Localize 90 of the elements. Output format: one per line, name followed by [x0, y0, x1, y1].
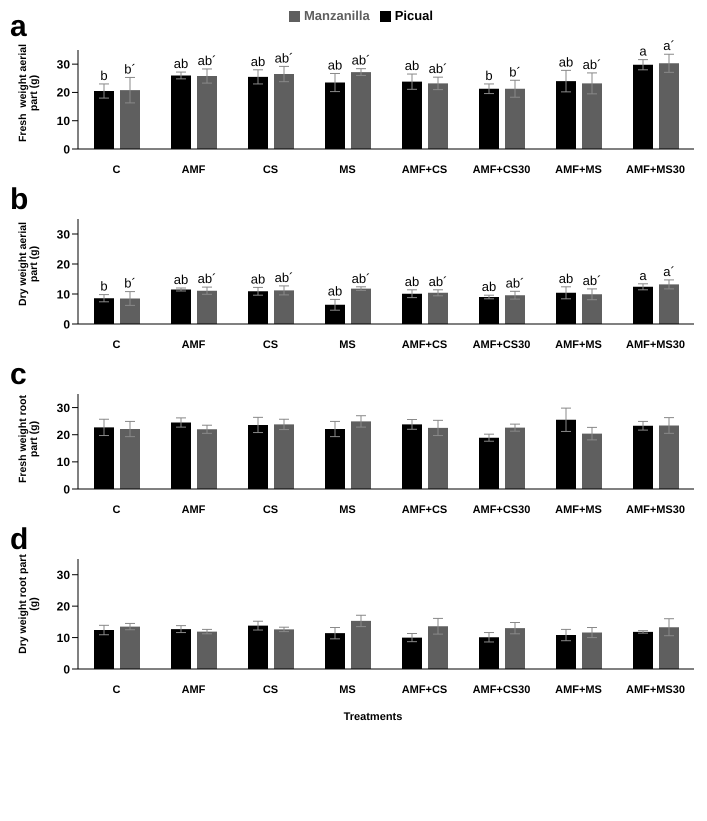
x-tick-label: AMF	[182, 338, 206, 351]
legend-label: Picual	[394, 8, 434, 23]
y-tick-label: 20	[56, 257, 70, 272]
x-tick-label: AMF+CS30	[472, 338, 530, 351]
x-tick-label: CS	[262, 504, 278, 516]
y-axis-title: Fresh weight root part (g)	[17, 394, 40, 484]
y-tick-label: 10	[56, 455, 70, 470]
data-label: ab	[328, 57, 342, 72]
x-tick-label: AMF+MS30	[626, 164, 685, 176]
x-tick-label: CS	[262, 684, 278, 696]
x-tick-label: AMF+CS	[402, 504, 448, 516]
x-tick-label: AMF+MS	[555, 504, 602, 516]
y-axis-title: Dry weight root part (g)	[17, 554, 41, 654]
data-label: ab´	[274, 270, 294, 285]
y-tick-label: 10	[56, 287, 70, 302]
data-label: ab	[558, 54, 574, 70]
y-tick-label: 30	[56, 57, 70, 72]
chart-title: a	[10, 10, 27, 43]
x-tick-label: AMF+MS	[555, 164, 602, 176]
data-label: b´	[509, 64, 521, 80]
data-label: ab´	[582, 272, 602, 288]
data-label: b	[100, 278, 108, 294]
data-label: ab´	[352, 52, 370, 68]
x-tick-label: MS	[339, 338, 356, 351]
data-label: b	[485, 68, 493, 83]
x-tick-label: AMF+CS30	[472, 504, 530, 516]
data-label: a´	[663, 38, 675, 54]
data-label: a	[639, 268, 648, 283]
x-tick-label: AMF+CS	[402, 338, 448, 351]
x-tick-label: MS	[339, 164, 356, 176]
x-tick-label: AMF	[182, 504, 206, 516]
x-tick-label: AMF+MS30	[626, 338, 685, 351]
x-tick-label: AMF+CS30	[472, 684, 530, 696]
x-tick-label: AMF	[182, 164, 206, 176]
data-label: ab´	[352, 270, 370, 286]
y-axis-title: Fresh weight aerial part (g)	[17, 43, 41, 143]
y-tick-label: 30	[56, 568, 70, 582]
data-label: ab´	[198, 52, 216, 68]
y-axis-title: Dry weight aerial part (g)	[17, 222, 40, 306]
x-tick-label: AMF+CS	[402, 684, 448, 696]
y-tick-label: 0	[63, 482, 70, 496]
x-tick-label: AMF+CS30	[472, 164, 530, 176]
y-tick-label: 0	[63, 142, 70, 156]
data-label: ab	[482, 279, 496, 294]
x-tick-label: C	[112, 504, 121, 516]
x-tick-label: MS	[339, 684, 356, 696]
x-tick-label: MS	[339, 504, 356, 516]
x-tick-label: CS	[262, 338, 278, 351]
data-label: ab	[558, 270, 574, 286]
data-label: ab	[404, 274, 420, 289]
x-tick-label: AMF+CS	[402, 164, 448, 176]
x-tick-label: AMF+MS	[555, 684, 602, 696]
data-label: ab´	[274, 50, 294, 66]
y-tick-label: 10	[56, 114, 70, 128]
data-label: a´	[663, 264, 675, 279]
x-tick-label: CS	[262, 164, 278, 176]
x-tick-label: AMF+MS30	[626, 504, 685, 516]
data-label: ab´	[428, 274, 448, 289]
x-tick-label: AMF+MS30	[626, 684, 685, 696]
y-tick-label: 20	[56, 86, 70, 100]
y-tick-label: 20	[56, 599, 70, 614]
data-label: b´	[124, 61, 136, 76]
chart-title: b	[10, 183, 28, 216]
data-label: ab	[404, 58, 420, 74]
data-label: ab	[250, 271, 266, 286]
data-label: a	[639, 44, 648, 59]
x-tick-label: AMF	[182, 684, 206, 696]
data-label: ab	[250, 54, 266, 69]
y-tick-label: 0	[63, 662, 70, 676]
x-tick-label: C	[112, 164, 121, 176]
x-tick-label: AMF+MS	[555, 338, 602, 351]
x-tick-label: C	[112, 338, 121, 351]
x-tick-label: C	[112, 684, 121, 696]
y-tick-label: 20	[56, 428, 70, 442]
data-label: ab	[328, 283, 342, 298]
y-tick-label: 30	[56, 400, 70, 415]
data-label: ab´	[198, 271, 216, 286]
data-label: b´	[124, 276, 136, 291]
legend-label: Manzanilla	[304, 8, 370, 23]
data-label: ab´	[506, 275, 524, 290]
y-tick-label: 30	[56, 227, 70, 242]
data-label: ab´	[582, 56, 602, 72]
y-tick-label: 10	[56, 630, 70, 645]
y-tick-label: 0	[63, 317, 70, 332]
data-label: ab´	[428, 61, 448, 76]
data-label: b	[100, 68, 108, 83]
data-label: ab	[174, 56, 188, 72]
chart-title: c	[10, 358, 27, 391]
data-label: ab	[174, 272, 188, 287]
x-axis-title: Treatments	[342, 711, 404, 723]
